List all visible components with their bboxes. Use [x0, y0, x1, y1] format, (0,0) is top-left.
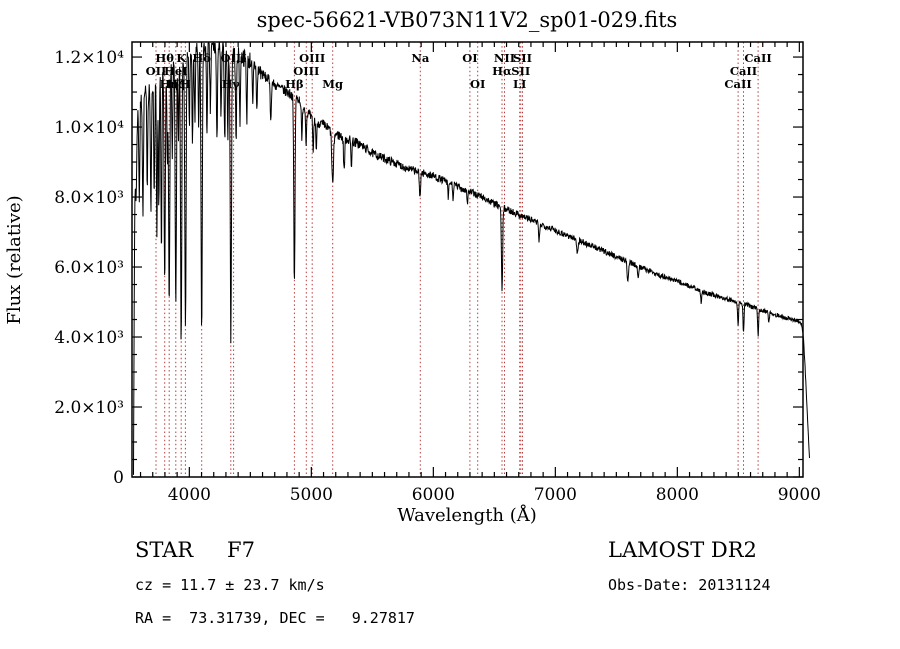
- spectral-line-label: OIII: [221, 51, 247, 65]
- y-tick-label: 8.0×10³: [54, 188, 124, 208]
- y-tick-label: 0: [113, 468, 124, 488]
- spectral-line-label: OIII: [299, 51, 325, 65]
- y-tick-label: 6.0×10³: [54, 258, 124, 278]
- spectral-line-label: K: [176, 51, 187, 65]
- spectral-line-label: CaII: [744, 51, 771, 65]
- plot-generated-layer: 4000 5000 6000 7000 8000 9000 0 2.0×10³ 4.0×10³ 6…: [54, 41, 821, 505]
- spectral-line-label: Hζ: [167, 77, 185, 91]
- spectral-line-label: Mg: [322, 77, 343, 91]
- spectral-line-label: Hη: [160, 77, 179, 91]
- x-tick-label: 5000: [290, 485, 333, 505]
- plot-title: spec-56621-VB073N11V2_sp01-029.fits: [257, 8, 678, 32]
- y-tick-label: 1.2×10⁴: [54, 48, 124, 68]
- spectrum-trace-layer: [133, 42, 810, 475]
- y-tick-label: 4.0×10³: [54, 328, 124, 348]
- spectral-line-label: Hθ: [155, 51, 174, 65]
- x-tick-label: 8000: [656, 485, 699, 505]
- spectral-line-label: Na: [411, 51, 430, 65]
- spectral-line-label: HeI: [164, 64, 188, 78]
- cz-value: cz = 11.7 ± 23.7 km/s: [135, 576, 325, 594]
- x-tick-label: 6000: [412, 485, 455, 505]
- x-axis-label: Wavelength (Å): [397, 504, 537, 526]
- spectral-line-label: CaII: [724, 77, 751, 91]
- y-axis-label: Flux (relative): [4, 195, 25, 324]
- spectral-line-label: LI: [513, 77, 526, 91]
- spectral-line-label: NII: [494, 51, 515, 65]
- spectral-line-label: Hα: [492, 64, 512, 78]
- spectral-line-label: Hγ: [222, 77, 241, 91]
- spectral-line-label: Hβ: [285, 77, 304, 91]
- y-tick-label: 2.0×10³: [54, 398, 124, 418]
- spectral-line-label: SII: [511, 64, 530, 78]
- spectral-line-label: H: [180, 77, 191, 91]
- spectral-line-label: CaII: [730, 64, 757, 78]
- x-tick-label: 7000: [534, 485, 577, 505]
- obs-date: Obs-Date: 20131124: [608, 576, 771, 594]
- spectral-line-label: OI: [470, 77, 485, 91]
- spectral-line-label: OIII: [293, 64, 319, 78]
- subclass-label: F7: [227, 538, 255, 562]
- x-tick-label: 4000: [168, 485, 211, 505]
- tick-layer: 4000 5000 6000 7000 8000 9000 0 2.0×10³ 4.0×10³ 6…: [54, 42, 821, 505]
- spectrum-trace: [133, 42, 810, 475]
- spectral-line-label: Hδ: [192, 51, 211, 65]
- axes-layer: [131, 41, 804, 478]
- spectral-line-label: OII: [146, 64, 167, 78]
- spectral-line-label: OI: [462, 51, 477, 65]
- y-tick-label: 1.0×10⁴: [54, 118, 124, 138]
- spectral-line-label: SII: [513, 51, 532, 65]
- x-tick-label: 9000: [778, 485, 821, 505]
- survey-label: LAMOST DR2: [608, 538, 757, 562]
- object-class-label: STAR: [135, 538, 194, 562]
- coordinates: RA = 73.31739, DEC = 9.27817: [135, 609, 415, 627]
